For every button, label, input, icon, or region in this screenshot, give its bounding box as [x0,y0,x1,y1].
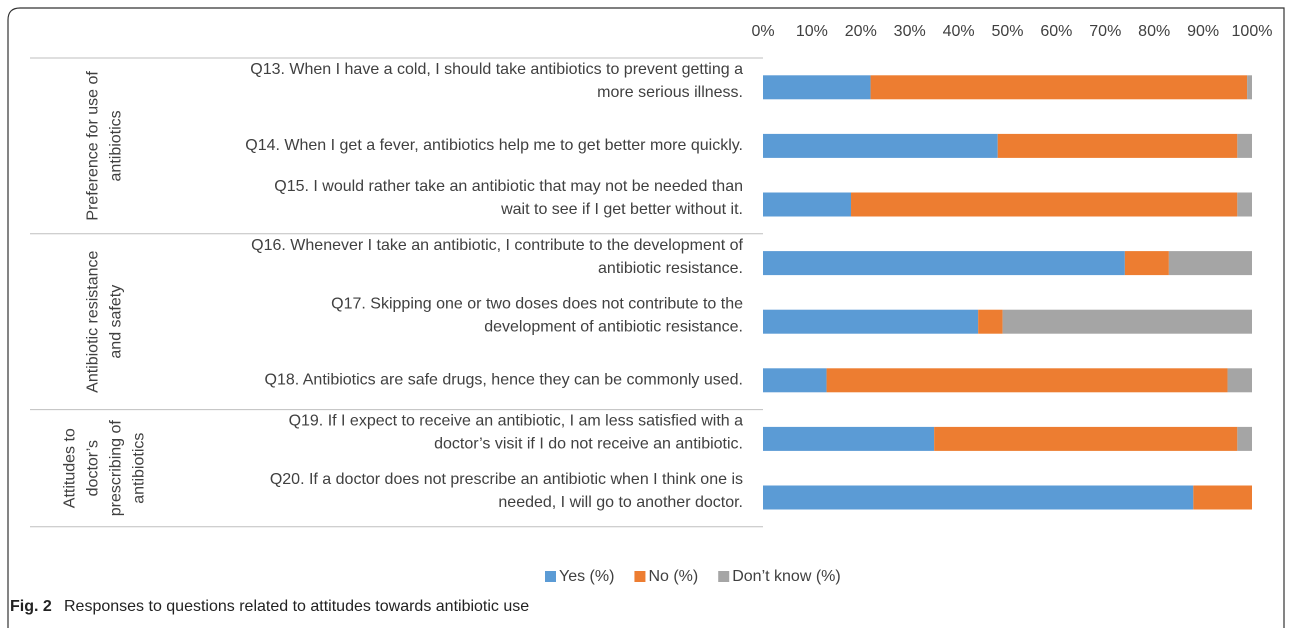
category-label: Q17. Skipping one or two doses does not … [331,295,743,312]
group-label: antibiotics [108,110,125,181]
legend-swatch [634,571,646,582]
bar-segment [997,133,1238,158]
bar-segment [763,426,935,451]
caption-text: Responses to questions related to attitu… [64,598,529,615]
bar-segment [1168,251,1252,276]
category-label: antibiotic resistance. [598,260,743,277]
bar-segment [934,426,1238,451]
x-tick-label: 70% [1089,23,1121,40]
bar-segment [763,75,871,100]
frame [7,7,1285,628]
bar-segment [1237,426,1252,451]
x-tick-label: 10% [796,23,828,40]
x-tick-label: 50% [991,23,1023,40]
category-label: Q20. If a doctor does not prescribe an a… [270,471,743,488]
bar-segment [763,133,998,158]
bar-segment [826,368,1228,393]
category-label: doctor’s visit if I do not receive an an… [434,436,743,453]
legend-swatch [718,571,730,582]
legend-swatch [545,571,556,582]
group-label: and safety [108,285,125,359]
category-label: more serious illness. [597,84,743,101]
group-label: Preference for use of [85,71,102,221]
bar-segment [851,192,1238,217]
category-label: Q15. I would rather take an antibiotic t… [274,178,743,195]
category-label: needed, I will go to another doctor. [498,494,743,511]
bar-segment [1227,368,1252,393]
bar-segment [1002,309,1252,334]
category-label: development of antibiotic resistance. [484,318,743,335]
bar-segment [763,192,852,217]
group-label: Attitudes to [62,428,79,508]
group-label: antibiotics [131,433,148,504]
category-label: Q14. When I get a fever, antibiotics hel… [245,137,743,154]
x-tick-label: 100% [1232,23,1273,40]
category-label: Q16. Whenever I take an antibiotic, I co… [251,237,743,254]
bar-segment [763,368,827,393]
x-tick-label: 20% [845,23,877,40]
group-label: doctor’s [85,440,102,496]
bar-segment [1124,251,1169,276]
category-label: Q18. Antibiotics are safe drugs, hence t… [265,372,744,389]
group-label: Antibiotic resistance [85,250,102,392]
group-label: prescribing of [108,420,125,517]
bar-segment [870,75,1248,100]
bar-segment [1237,192,1252,217]
caption-label: Fig. 2 [10,598,52,615]
bar-segment [1193,485,1252,510]
bar-segment [763,309,979,334]
legend-label: Yes (%) [559,568,614,585]
x-tick-label: 30% [894,23,926,40]
bar-segment [978,309,1003,334]
bar-segment [763,485,1194,510]
bar-segment [1247,75,1252,100]
x-tick-label: 90% [1187,23,1219,40]
bar-segment [763,251,1125,276]
x-tick-label: 60% [1040,23,1072,40]
x-tick-label: 80% [1138,23,1170,40]
category-label: Q13. When I have a cold, I should take a… [250,61,743,78]
category-label: Q19. If I expect to receive an antibioti… [289,413,744,430]
legend-label: No (%) [648,568,698,585]
x-tick-label: 0% [751,23,774,40]
x-tick-label: 40% [943,23,975,40]
category-label: wait to see if I get better without it. [500,201,743,218]
bar-segment [1237,133,1252,158]
legend-label: Don’t know (%) [732,568,840,585]
